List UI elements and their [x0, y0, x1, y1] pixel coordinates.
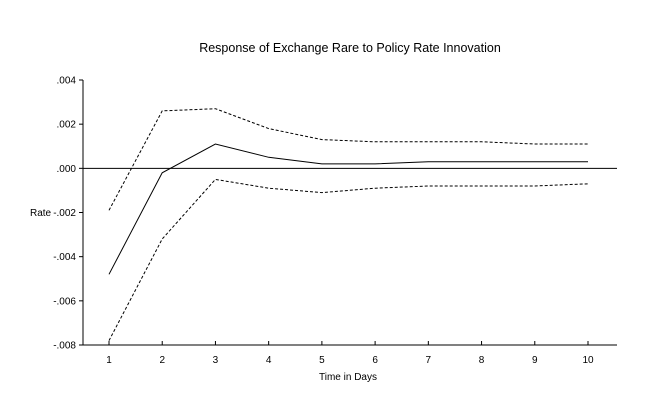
x-tick-label: 8 [479, 355, 485, 366]
impulse-response-line [108, 143, 588, 275]
y-tick-label: -.004 [53, 252, 76, 263]
lower-band-line [108, 178, 589, 341]
y-tick-label: .004 [57, 76, 77, 87]
x-tick-label: 9 [532, 355, 538, 366]
x-tick-label: 1 [106, 355, 112, 366]
y-tick-label: .002 [57, 120, 77, 131]
axes-group: .004 .002 .000 -.002 -.004 -.006 -.008 1 2 3 4 5 6 7 8… [53, 76, 617, 366]
series-group [108, 108, 589, 341]
y-tick-label: -.008 [53, 341, 76, 352]
x-tick-label: 7 [426, 355, 432, 366]
upper-band-line [108, 108, 588, 211]
x-tick-label: 3 [213, 355, 219, 366]
y-tick-label: -.002 [53, 208, 76, 219]
y-axis-title: Rate [30, 208, 52, 219]
x-tick-label: 5 [319, 355, 325, 366]
chart-title: Response of Exchange Rare to Policy Rate… [199, 41, 501, 55]
x-tick-label: 4 [266, 355, 272, 366]
x-axis-title: Time in Days [319, 372, 377, 383]
y-tick-label: .000 [57, 164, 77, 175]
x-tick-label: 10 [582, 355, 594, 366]
x-tick-label: 2 [159, 355, 165, 366]
y-tick-label: -.006 [53, 296, 76, 307]
x-tick-label: 6 [372, 355, 378, 366]
